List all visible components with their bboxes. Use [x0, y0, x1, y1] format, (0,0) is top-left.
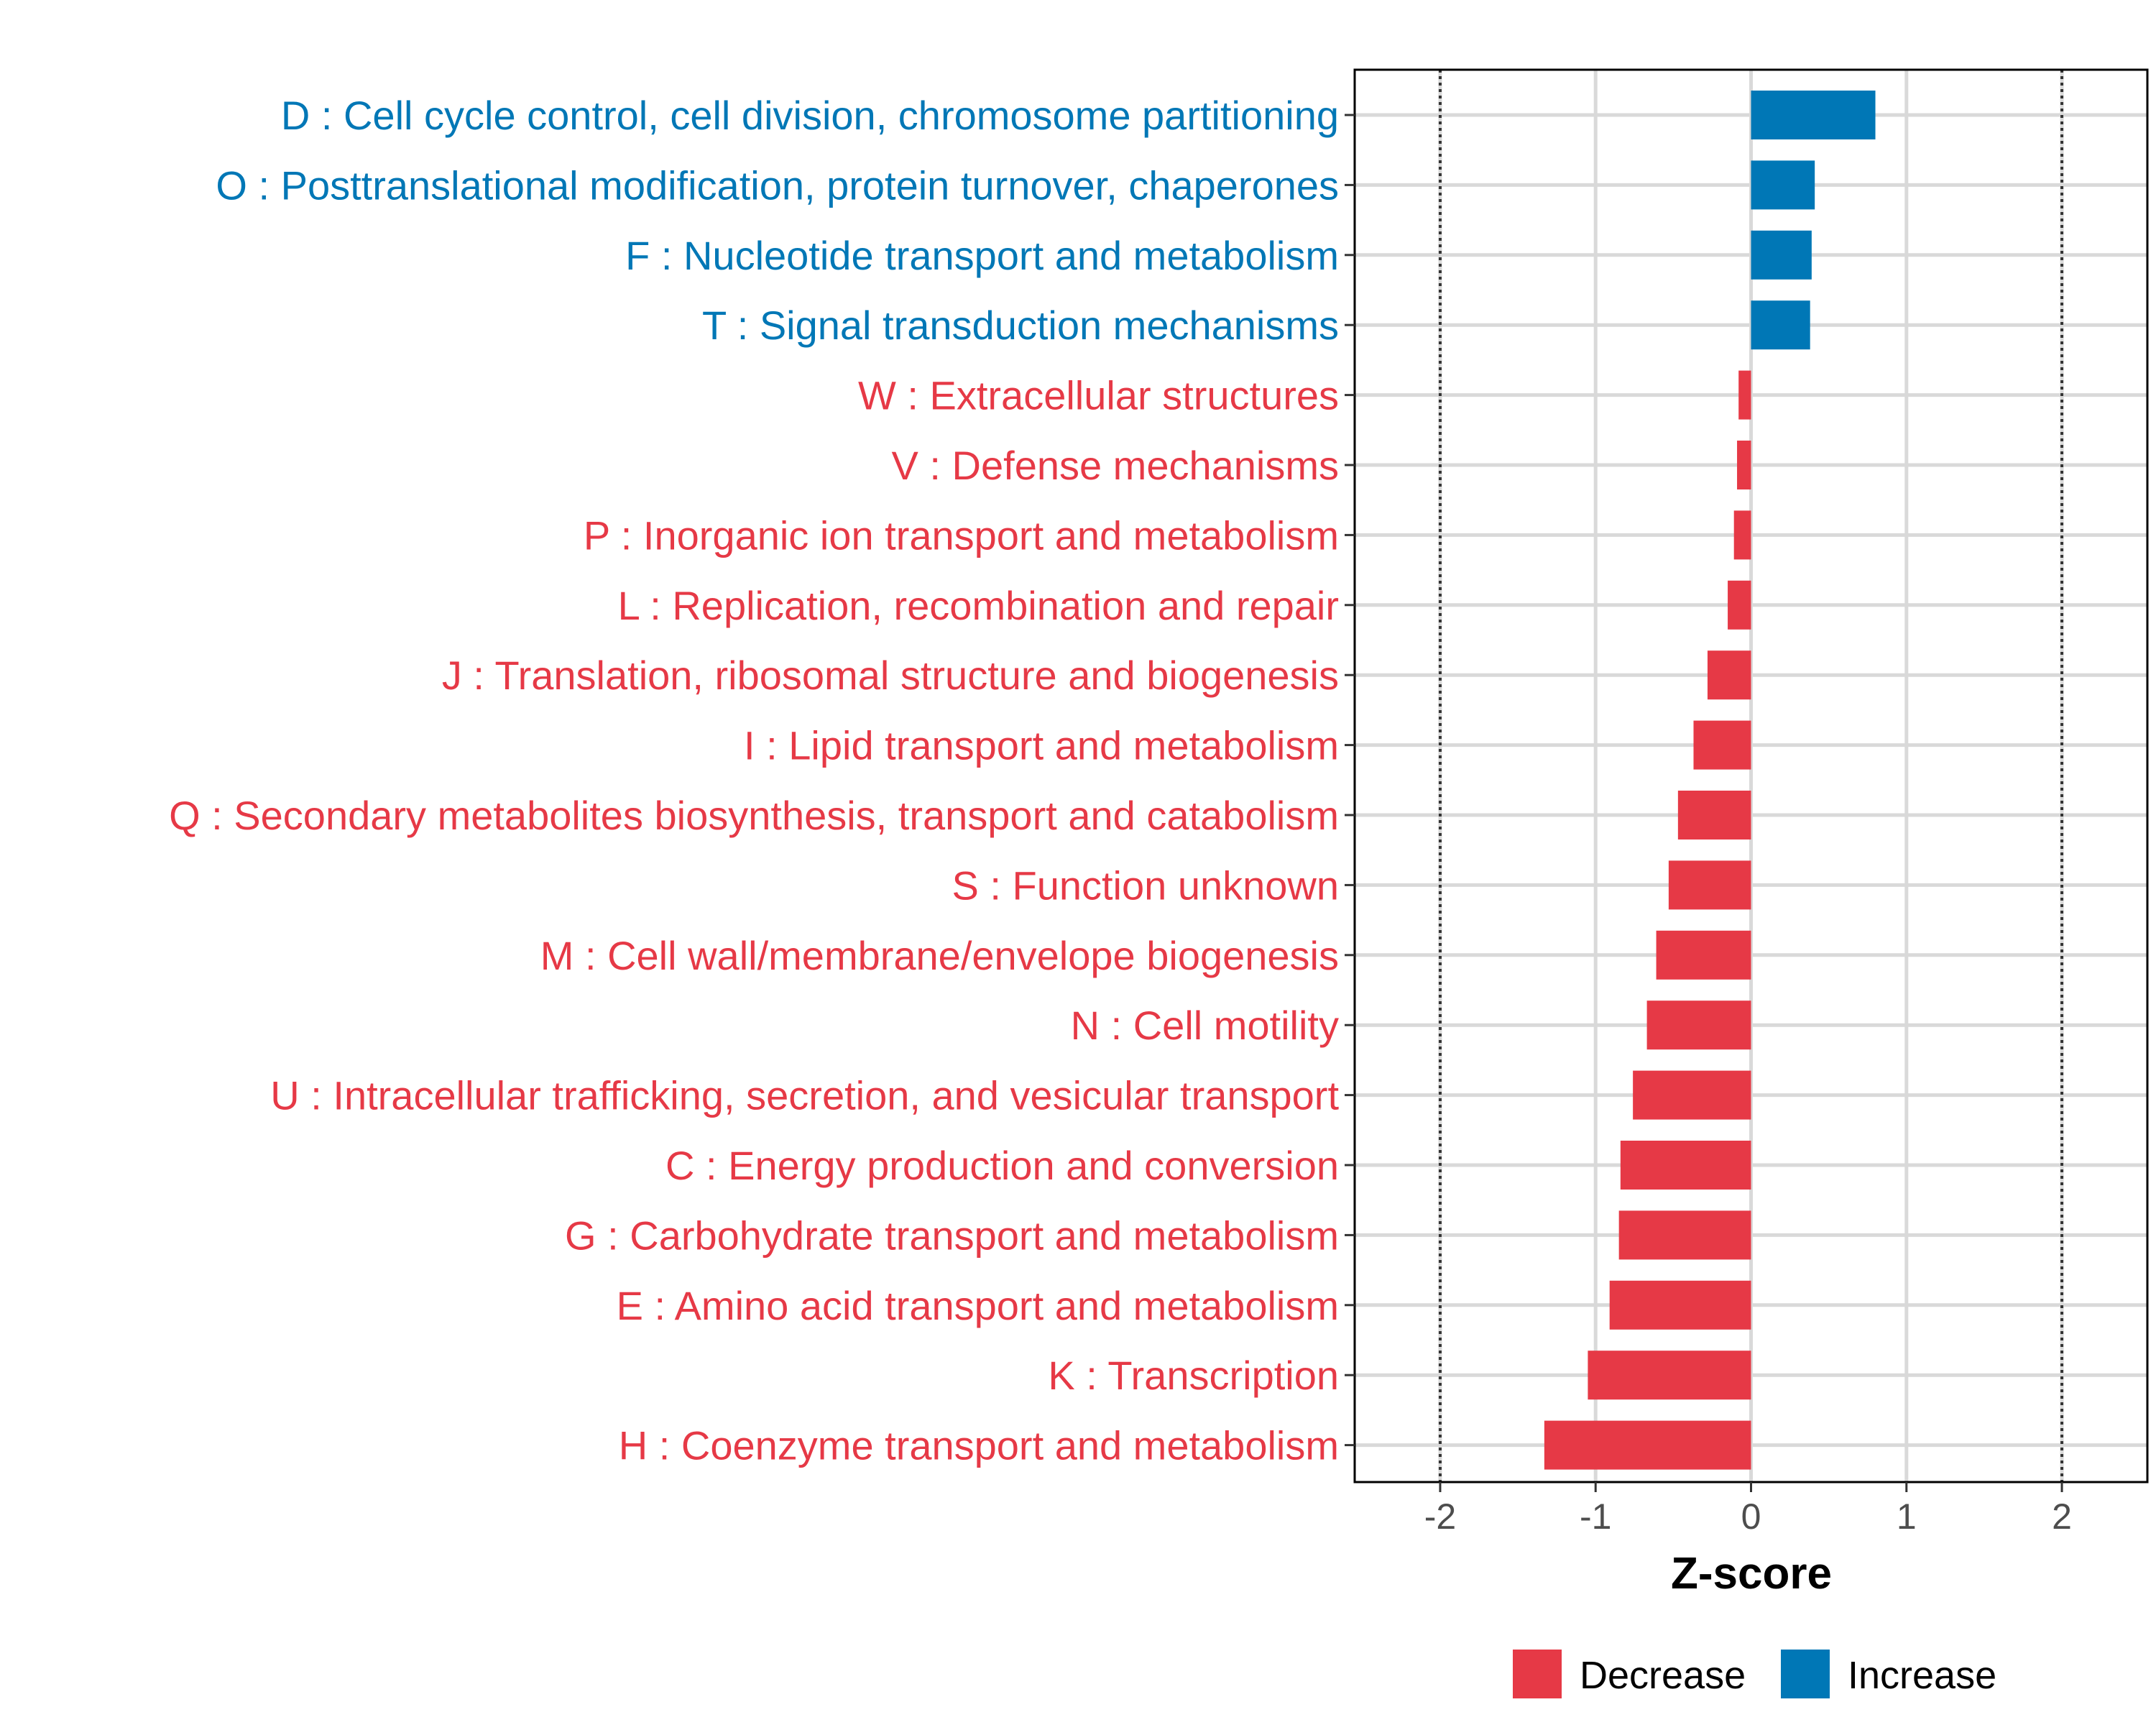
axis-layer: -2 -1 0 1 2	[1345, 68, 2149, 1537]
bar-decrease	[1588, 1351, 1751, 1400]
bar-decrease	[1633, 1070, 1751, 1120]
x-tick-label: -2	[1424, 1496, 1456, 1537]
bar-increase	[1751, 230, 1812, 280]
x-tick-label: -1	[1580, 1496, 1611, 1537]
bar-decrease	[1668, 860, 1751, 910]
bar-increase	[1751, 300, 1810, 350]
legend-label-increase: Increase	[1848, 1654, 1996, 1697]
category-label: N : Cell motility	[1071, 1003, 1339, 1048]
legend-label-decrease: Decrease	[1580, 1654, 1746, 1697]
bar-decrease	[1609, 1280, 1751, 1330]
bar-decrease	[1618, 1210, 1751, 1260]
bar-decrease	[1707, 650, 1751, 700]
bars-layer	[1544, 91, 1876, 1470]
x-tick-label: 0	[1741, 1496, 1761, 1537]
category-label: I : Lipid transport and metabolism	[744, 723, 1339, 768]
bar-decrease	[1728, 580, 1751, 630]
category-label: K : Transcription	[1048, 1353, 1339, 1398]
category-label: H : Coenzyme transport and metabolism	[619, 1423, 1339, 1468]
category-label: J : Translation, ribosomal structure and…	[442, 653, 1339, 698]
bar-decrease	[1733, 510, 1751, 560]
category-label: L : Replication, recombination and repai…	[618, 583, 1339, 628]
category-labels: D : Cell cycle control, cell division, c…	[169, 93, 1339, 1468]
category-label: S : Function unknown	[952, 862, 1339, 908]
grid-layer	[1355, 70, 2147, 1482]
category-label: W : Extracellular structures	[858, 373, 1339, 418]
x-axis-title: Z-score	[1671, 1549, 1832, 1598]
category-label: Q : Secondary metabolites biosynthesis, …	[169, 793, 1339, 838]
category-label: U : Intracellular trafficking, secretion…	[270, 1073, 1339, 1118]
category-label: F : Nucleotide transport and metabolism	[625, 233, 1339, 278]
x-tick-label: 2	[2052, 1496, 2072, 1537]
category-label: T : Signal transduction mechanisms	[702, 303, 1339, 348]
bar-decrease	[1620, 1141, 1751, 1190]
category-label: O : Posttranslational modification, prot…	[216, 162, 1339, 208]
bar-decrease	[1738, 370, 1751, 420]
bar-decrease	[1693, 720, 1751, 770]
bar-decrease	[1656, 930, 1751, 980]
bar-decrease	[1737, 441, 1751, 489]
legend-swatch-increase	[1781, 1650, 1830, 1698]
category-label: G : Carbohydrate transport and metabolis…	[565, 1213, 1339, 1258]
category-label: D : Cell cycle control, cell division, c…	[281, 93, 1339, 138]
x-tick-label: 1	[1897, 1496, 1917, 1537]
category-label: C : Energy production and conversion	[665, 1143, 1339, 1188]
category-label: M : Cell wall/membrane/envelope biogenes…	[540, 933, 1339, 978]
bar-decrease	[1646, 1000, 1751, 1050]
bar-increase	[1751, 160, 1815, 210]
category-label: P : Inorganic ion transport and metaboli…	[584, 512, 1339, 558]
legend: Decrease Increase	[1513, 1650, 1996, 1698]
category-label: E : Amino acid transport and metabolism	[617, 1283, 1339, 1328]
legend-swatch-decrease	[1513, 1650, 1562, 1698]
bar-decrease	[1544, 1420, 1751, 1470]
bar-decrease	[1677, 791, 1751, 840]
bar-increase	[1751, 91, 1876, 139]
category-label: V : Defense mechanisms	[892, 443, 1339, 488]
